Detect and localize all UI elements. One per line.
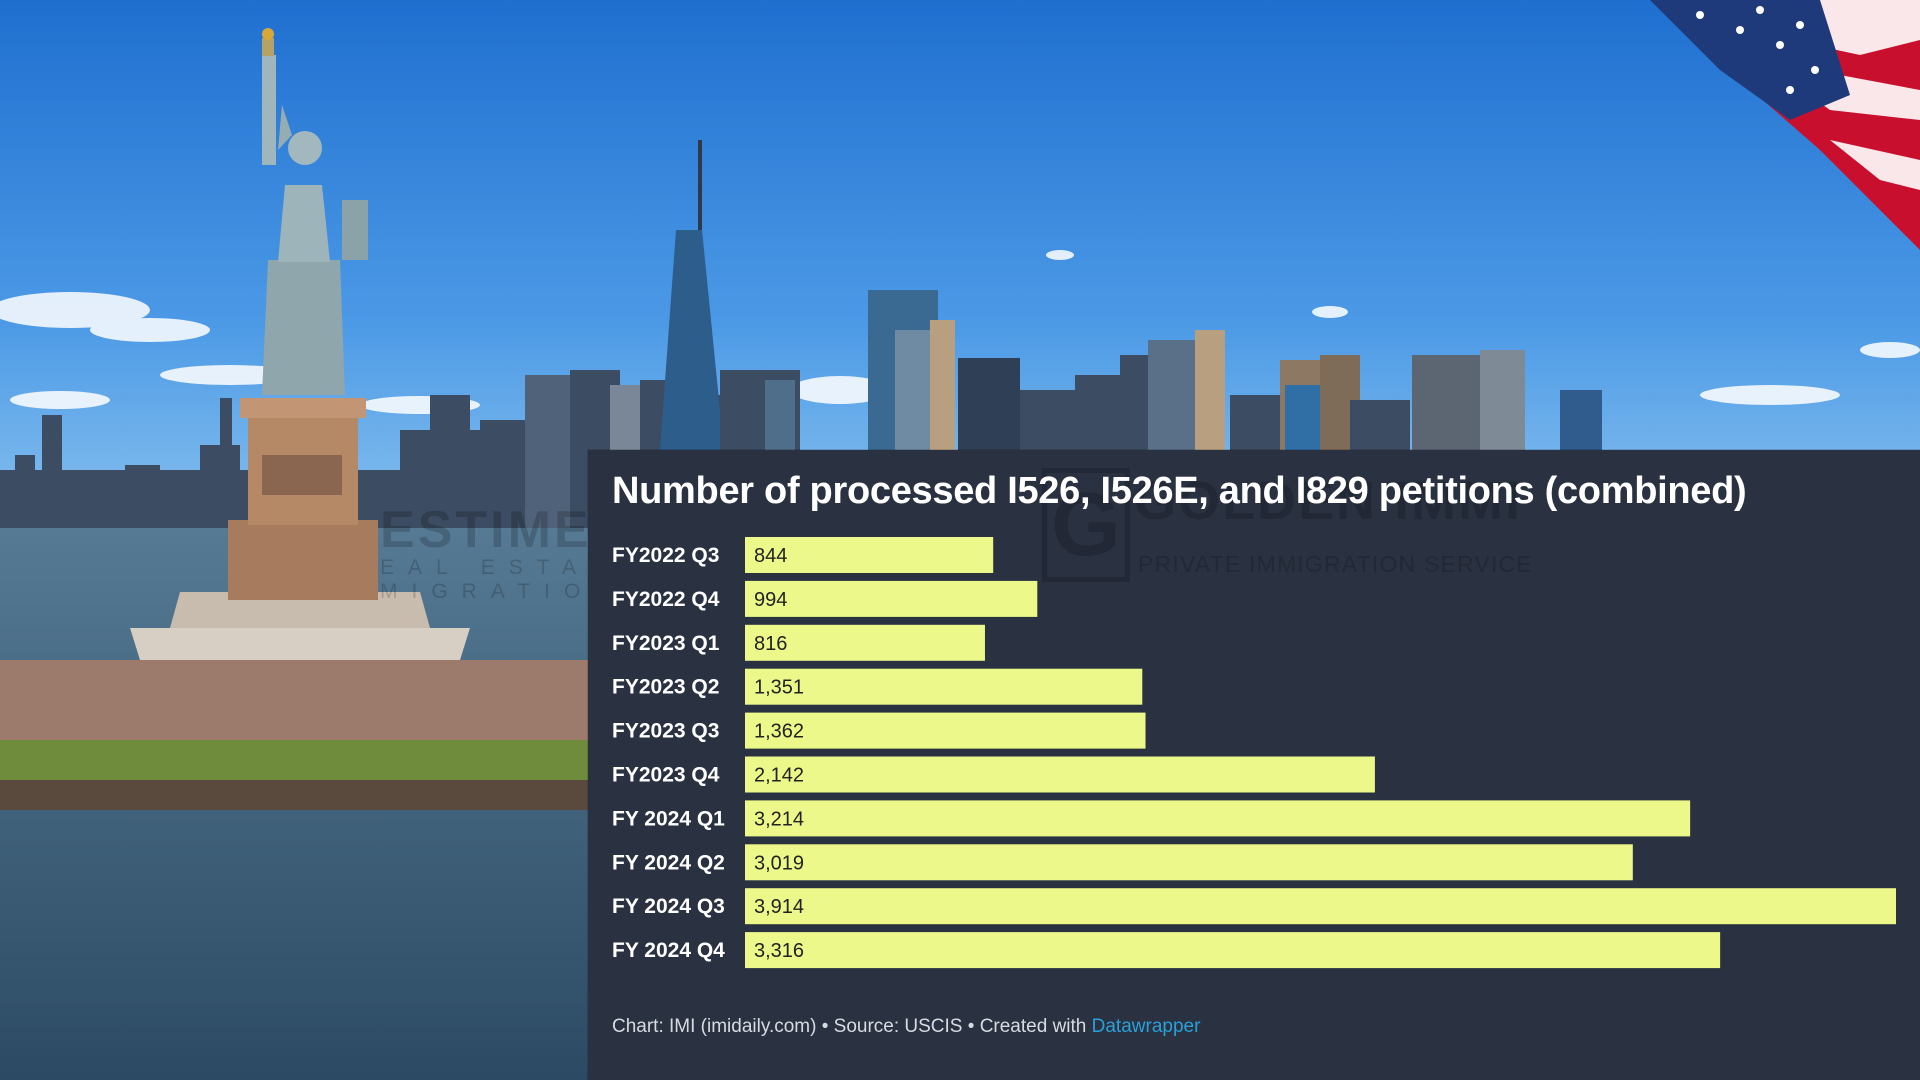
value-label: 2,142	[754, 765, 804, 787]
chart-title: Number of processed I526, I526E, and I82…	[612, 470, 1747, 512]
watermark-logo-icon: G	[1042, 468, 1130, 582]
category-label: FY 2024 Q3	[612, 895, 725, 918]
bar	[745, 580, 1038, 617]
bar	[745, 624, 985, 661]
bar	[745, 888, 1896, 925]
watermark-right-name: GOLDEN IMMI	[1134, 471, 1522, 531]
category-label: FY 2024 Q4	[612, 939, 725, 962]
value-label: 3,914	[754, 896, 804, 918]
value-label: 1,351	[754, 677, 804, 699]
value-label: 3,019	[754, 852, 804, 874]
bar	[745, 756, 1375, 793]
value-label: 844	[754, 545, 787, 567]
bar	[745, 712, 1146, 749]
value-label: 816	[754, 633, 787, 655]
brand-watermark-right: G GOLDEN IMMI PRIVATE IMMIGRATION SERVIC…	[1042, 468, 1582, 586]
city-skyline	[0, 140, 1602, 530]
value-label: 3,214	[754, 808, 804, 830]
category-label: FY 2024 Q2	[612, 851, 725, 874]
value-label: 994	[754, 589, 787, 611]
bar	[745, 668, 1143, 705]
category-label: FY2023 Q1	[612, 632, 720, 655]
category-label: FY2023 Q3	[612, 720, 719, 743]
statue-of-liberty	[130, 28, 470, 660]
us-flag	[1650, 0, 1920, 250]
chart-footer: Chart: IMI (imidaily.com) • Source: USCI…	[612, 1016, 1200, 1038]
value-label: 1,362	[754, 721, 804, 743]
footer-credit: Chart: IMI (imidaily.com) • Source: USCI…	[612, 1016, 1092, 1037]
bar	[745, 932, 1721, 969]
category-label: FY2022 Q3	[612, 544, 719, 567]
datawrapper-link[interactable]: Datawrapper	[1091, 1016, 1201, 1037]
lawn	[0, 740, 600, 780]
fort-wall	[0, 660, 600, 750]
bar	[745, 800, 1691, 837]
watermark-right-tagline: PRIVATE IMMIGRATION SERVICE	[1138, 551, 1533, 577]
category-label: FY2023 Q2	[612, 676, 719, 699]
value-label: 3,316	[754, 940, 804, 962]
category-label: FY2023 Q4	[612, 764, 720, 787]
category-label: FY 2024 Q1	[612, 807, 725, 830]
category-label: FY2022 Q4	[612, 588, 720, 611]
bar	[745, 537, 994, 573]
bar	[745, 844, 1633, 881]
